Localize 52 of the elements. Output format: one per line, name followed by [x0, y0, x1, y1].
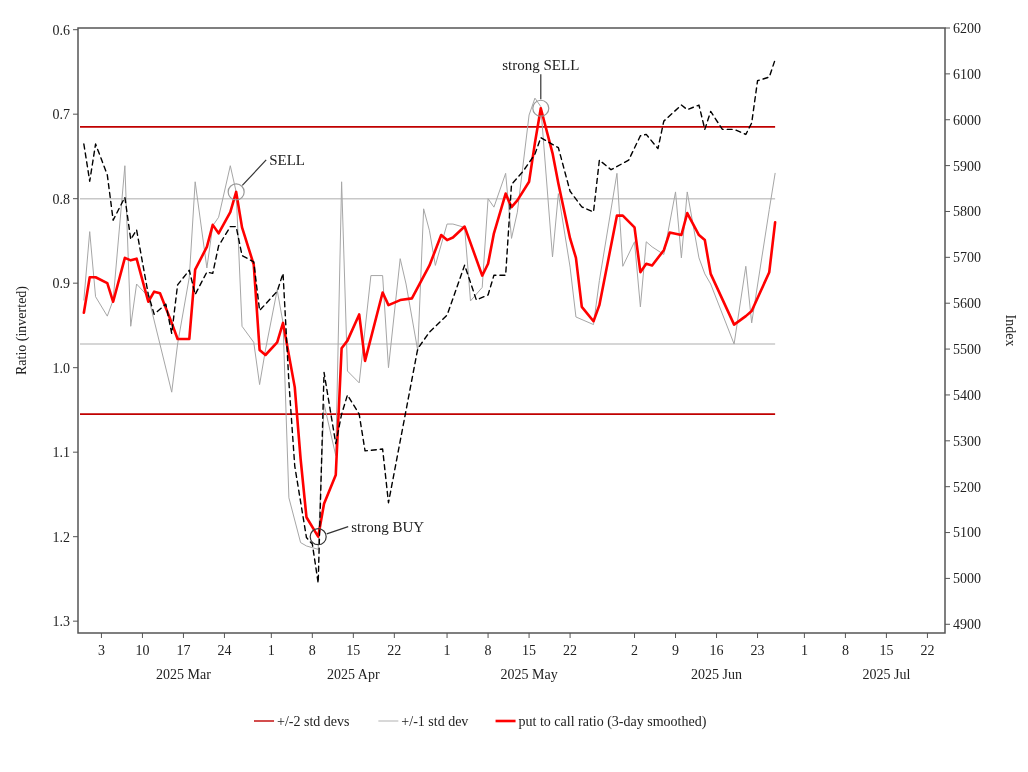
legend-label: put to call ratio (3-day smoothed) [518, 713, 707, 730]
x-tick-label: 16 2025 Jun [691, 643, 743, 682]
y2-tick-label: 4900 [953, 617, 981, 633]
y-tick-label: 1.2 [52, 529, 70, 545]
x-tick-label: 17 2025 Mar [156, 643, 212, 682]
y-tick-label: 0.8 [52, 191, 70, 207]
y2-tick-label: 5900 [953, 158, 981, 174]
annotation: strong BUY [351, 518, 425, 535]
y2-tick-label: 5000 [953, 571, 981, 587]
legend-label: +/-2 std devs [277, 713, 350, 729]
x-tick-label: 3 [97, 643, 105, 658]
y2-tick-label: 5600 [953, 296, 981, 312]
x-tick-label: 24 [217, 643, 232, 658]
x-tick-label: 15 2025 Apr [327, 643, 380, 682]
x-tick-label: 8 [308, 643, 316, 658]
annotation: strong SELL [502, 57, 580, 74]
y-tick-label: 0.6 [52, 22, 70, 38]
y-tick-label: 1.0 [52, 360, 70, 376]
y-axis-title: Ratio (inverted) [14, 285, 30, 376]
annotation: SELL [269, 152, 306, 169]
y-tick-label: 0.9 [52, 276, 70, 292]
x-tick-label: 23 [750, 643, 765, 658]
x-tick-label: 22 [920, 643, 935, 658]
y2-tick-label: 5500 [953, 341, 981, 357]
y2-tick-label: 6100 [953, 66, 981, 82]
y-tick-label: 1.3 [52, 614, 70, 630]
x-tick-label: 9 [672, 643, 680, 658]
x-tick-label: 1 [443, 643, 451, 658]
x-tick-label: 1 [800, 643, 808, 658]
x-tick-label: 1 [267, 643, 275, 658]
x-tick-label: 22 [387, 643, 402, 658]
y-tick-label: 1.1 [52, 445, 70, 461]
y2-tick-label: 5200 [953, 479, 981, 495]
y2-tick-label: 6200 [953, 20, 981, 36]
x-tick-label: 8 [841, 643, 849, 658]
x-tick-label: 15 2025 May [500, 643, 558, 682]
y-tick-label: 0.7 [52, 107, 70, 123]
y2-tick-label: 5100 [953, 525, 981, 541]
y2-tick-label: 6000 [953, 112, 981, 128]
y2-tick-label: 5700 [953, 250, 981, 266]
x-tick-label: 8 [484, 643, 492, 658]
y2-tick-label: 5800 [953, 204, 981, 220]
x-tick-label: 15 2025 Jul [862, 643, 911, 682]
y2-tick-label: 5300 [953, 433, 981, 449]
y2-axis-title: Index [1003, 314, 1018, 347]
point [227, 183, 245, 201]
y2-tick-label: 5400 [953, 387, 981, 403]
legend-label: +/-1 std dev [401, 713, 469, 729]
x-tick-label: 2 [631, 643, 639, 658]
point [532, 99, 550, 117]
x-tick-label: 10 [135, 643, 150, 658]
x-tick-label: 22 [563, 643, 578, 658]
